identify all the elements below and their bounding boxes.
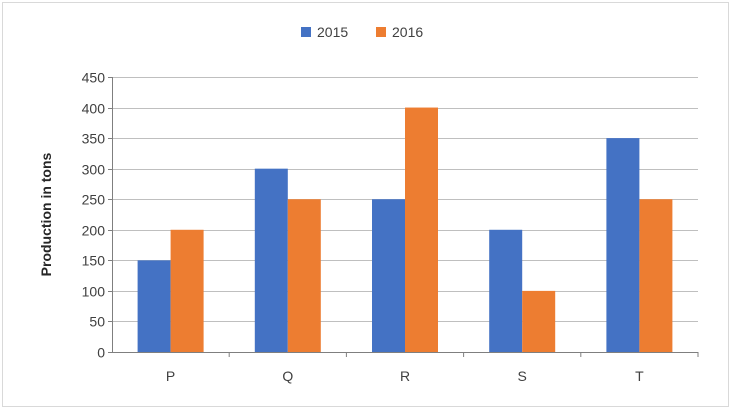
- x-tick-label-S: S: [518, 368, 527, 384]
- y-tick-label: 400: [82, 101, 106, 117]
- y-tick-label: 250: [82, 192, 106, 208]
- bar-2015-S: [489, 229, 523, 352]
- y-tick-labels: 0 50 100 150 200 250 300 350 400 450: [82, 70, 106, 361]
- y-tick-label: 150: [82, 253, 106, 269]
- y-tick-label: 0: [97, 345, 105, 361]
- axes: [108, 77, 699, 357]
- bar-2016-Q: [287, 199, 321, 352]
- y-tick-label: 200: [82, 223, 106, 239]
- y-tick-label: 350: [82, 131, 106, 147]
- y-tick-label: 300: [82, 162, 106, 178]
- legend-label-2015: 2015: [317, 24, 348, 40]
- x-tick-label-Q: Q: [282, 368, 293, 384]
- legend-swatch-2015: [301, 27, 311, 37]
- bar-2015-T: [606, 138, 640, 352]
- bar-2015-R: [372, 199, 405, 352]
- y-tick-label: 100: [82, 284, 106, 300]
- x-tick-label-R: R: [400, 368, 410, 384]
- x-tick-labels: P Q R S T: [166, 368, 644, 384]
- bar-2016-T: [639, 199, 673, 352]
- y-tick-label: 50: [89, 314, 105, 330]
- bars: [137, 107, 673, 352]
- bar-2015-P: [137, 260, 171, 352]
- bar-2015-Q: [254, 168, 288, 352]
- y-axis-title: Production in tons: [38, 152, 54, 276]
- legend-label-2016: 2016: [392, 24, 423, 40]
- x-tick-label-P: P: [166, 368, 175, 384]
- bar-2016-P: [170, 229, 204, 352]
- legend: 2015 2016: [301, 24, 423, 40]
- legend-swatch-2016: [376, 27, 386, 37]
- bar-2016-S: [522, 290, 556, 352]
- y-tick-label: 450: [82, 70, 106, 86]
- bar-2016-R: [405, 107, 438, 352]
- x-tick-label-T: T: [635, 368, 644, 384]
